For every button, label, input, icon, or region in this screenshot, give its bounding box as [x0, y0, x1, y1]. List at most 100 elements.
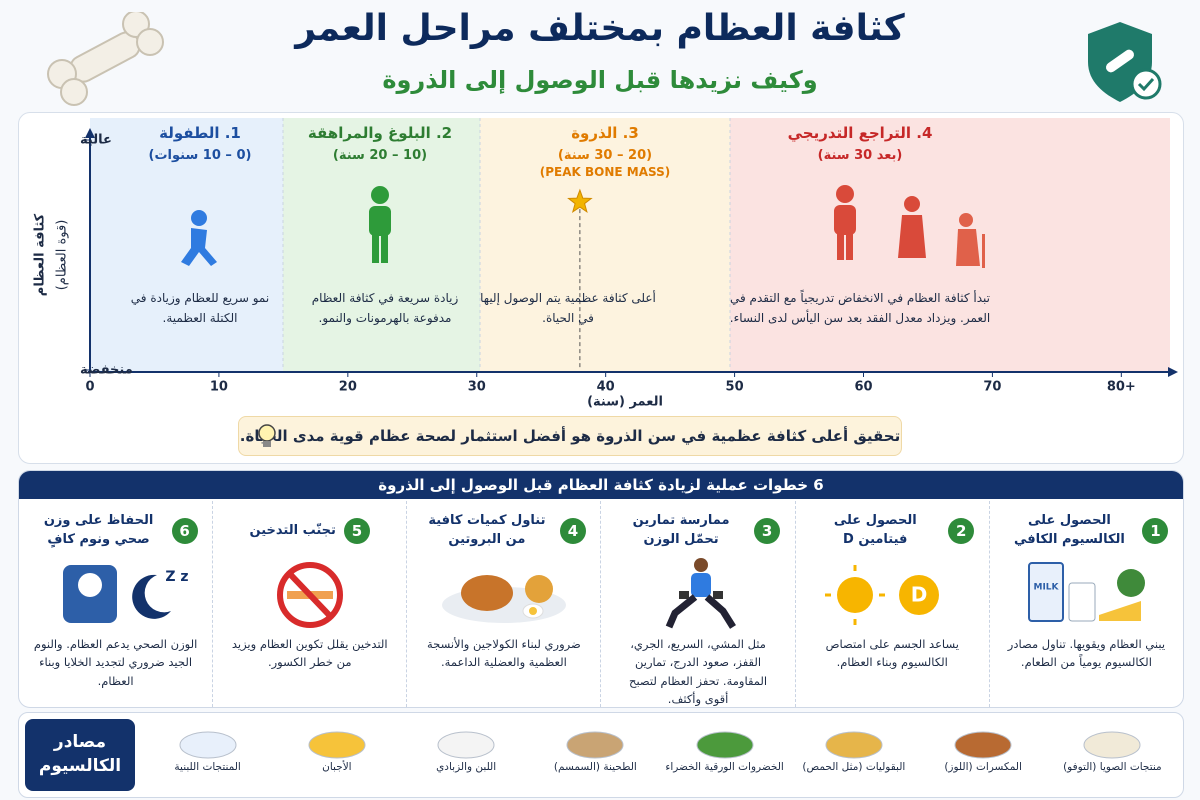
age-figures	[181, 185, 985, 268]
x-tick-label: 30	[468, 380, 486, 395]
step-description: يساعد الجسم على امتصاص الكالسيوم وبناء ا…	[825, 637, 959, 670]
x-tick-label: 40	[597, 380, 615, 395]
x-tick-label: 10	[210, 380, 228, 395]
subtitle: وكيف نزيدها قبل الوصول إلى الذروة	[382, 66, 818, 94]
source-shape	[566, 731, 624, 759]
step-number: 6	[171, 518, 198, 544]
source-icon	[825, 731, 883, 759]
icon-shape	[679, 591, 690, 599]
stage-description: تبدأ كثافة العظام في الانخفاض تدريجياً م…	[729, 291, 991, 326]
source-shape	[179, 731, 237, 759]
source-item: الطحينة (السمسم)	[531, 713, 660, 797]
icon-shape	[665, 594, 737, 629]
x-tick-label: 80+	[1107, 380, 1136, 395]
source-icon	[566, 731, 624, 759]
stage-title: 3. الذروة	[571, 124, 639, 142]
step-header: 6 الحفاظ على وزن صحي ونوم كافٍ	[19, 509, 212, 553]
source-shape	[954, 731, 1012, 759]
stage-range: (0 – 10 سنوات)	[148, 148, 252, 163]
bone-icon	[47, 12, 164, 106]
source-shape	[825, 731, 883, 759]
x-tick-label: 0	[85, 380, 94, 395]
step-description: الوزن الصحي يدعم العظام. والنوم الجيد ضر…	[33, 637, 198, 688]
y-axis-note: (قوة العظام)	[55, 220, 70, 291]
y-axis-label: كثافة العظام	[33, 213, 48, 296]
source-icon	[954, 731, 1012, 759]
stage-range: (20 – 30 سنة)	[557, 148, 653, 163]
step-card: 1 الحصول على الكالسيوم الكافي MILK يبني الع…	[988, 501, 1183, 707]
source-icon	[696, 731, 754, 759]
x-tick-label: 70	[983, 380, 1001, 395]
icon-shape	[1117, 569, 1146, 597]
step-title: تناول كميات كافية من البروتين	[428, 513, 546, 547]
step-number: 3	[754, 518, 781, 544]
stage-header: 1. الطفولة (0 – 10 سنوات)	[70, 124, 330, 163]
icon-shape	[460, 575, 513, 611]
x-axis-label: العمر (سنة)	[587, 395, 663, 410]
tip-text: تحقيق أعلى كثافة عظمية في سن الذروة هو أ…	[239, 427, 901, 445]
step-title: الحفاظ على وزن صحي ونوم كافٍ	[43, 513, 154, 547]
step-number: 2	[948, 518, 975, 544]
sources-title: مصادر الكالسيوم	[25, 719, 135, 791]
step-number: 4	[559, 518, 586, 544]
source-label: الطحينة (السمسم)	[553, 761, 637, 773]
step-header: 4 تناول كميات كافية من البروتين	[407, 509, 600, 553]
source-shape	[1083, 731, 1141, 759]
title: كثافة العظام بمختلف مراحل العمر	[295, 8, 905, 49]
source-label: الأجبان	[322, 761, 352, 773]
source-item: اللبن والزبادي	[402, 713, 531, 797]
icon-text: Z z	[165, 569, 188, 585]
step-header: 1 الحصول على الكالسيوم الكافي	[990, 509, 1183, 553]
icon-shape	[899, 575, 940, 615]
stage-title: 2. البلوغ والمراهقة	[307, 124, 453, 142]
source-label: منتجات الصويا (التوفو)	[1063, 761, 1162, 773]
icon-shape	[286, 570, 333, 620]
step-description: مثل المشي، السريع، الجري، القفز، صعود ال…	[629, 637, 768, 707]
steps-row: 1 الحصول على الكالسيوم الكافي MILK يبني الع…	[19, 501, 1183, 707]
stage-header: 4. التراجع التدريجي (بعد 30 سنة)	[730, 124, 990, 163]
y-tick-label: عالية	[80, 133, 112, 148]
source-label: المنتجات اللبنية	[174, 761, 241, 773]
step-description: التدخين يقلل تكوين العظام ويزيد من خطر ا…	[231, 637, 388, 670]
icon-shape	[77, 573, 102, 597]
bulb-icon	[258, 424, 276, 447]
source-item: المكسرات (اللوز)	[919, 713, 1048, 797]
shield-icon	[1088, 22, 1162, 102]
stage-band	[90, 118, 283, 372]
icon-shape	[528, 607, 537, 615]
step-icon	[276, 562, 343, 628]
chart: 0 10 20 30 40 50 60 70 80+ منخفضة عالية العمر (سنة)…	[33, 118, 1178, 410]
step-icon: Z z	[62, 565, 188, 623]
stage-header: 3. الذروة (20 – 30 سنة) (PEAK BONE MASS)	[475, 124, 735, 179]
stage-description: أعلى كثافة عظمية يتم الوصول إليها في الح…	[480, 291, 656, 326]
source-shape	[308, 731, 366, 759]
step-title: الحصول على الكالسيوم الكافي	[1014, 513, 1125, 547]
x-tick-label: 20	[339, 380, 357, 395]
icon-shape	[1068, 582, 1096, 622]
source-item: الأجبان	[272, 713, 401, 797]
source-icon	[179, 731, 237, 759]
icon-shape	[1028, 562, 1065, 622]
x-tick-label: 60	[854, 380, 872, 395]
step-card: 6 الحفاظ على وزن صحي ونوم كافٍ Z z الوزن ال…	[19, 501, 212, 707]
step-title: ممارسة تمارين تحمّل الوزن	[632, 513, 730, 547]
stage-range: (بعد 30 سنة)	[817, 148, 903, 163]
source-shape	[437, 731, 495, 759]
icon-shape	[131, 574, 171, 619]
step-header: 3 ممارسة تمارين تحمّل الوزن	[601, 509, 794, 553]
stage-description: نمو سريع للعظام وزيادة في الكتلة العظمية…	[130, 291, 270, 326]
step-title: الحصول على فيتامين D	[833, 513, 917, 547]
sources-row: منتجات الصويا (التوفو) المكسرات (اللوز) ال…	[143, 713, 1177, 797]
sources-panel: مصادر الكالسيوم منتجات الصويا (التوفو) ال…	[18, 712, 1184, 798]
step-icon: MILK	[1028, 562, 1146, 622]
source-icon	[308, 731, 366, 759]
step-header: 2 الحصول على فيتامين D	[796, 509, 989, 553]
stage-header: 2. البلوغ والمراهقة (10 – 20 سنة)	[250, 124, 510, 163]
step-icon	[665, 558, 737, 629]
step-number: 5	[343, 518, 370, 544]
stage-title: 4. التراجع التدريجي	[787, 124, 933, 142]
icon-shape	[837, 577, 874, 613]
stage-band	[730, 118, 1170, 372]
source-item: البقوليات (مثل الحمص)	[789, 713, 918, 797]
